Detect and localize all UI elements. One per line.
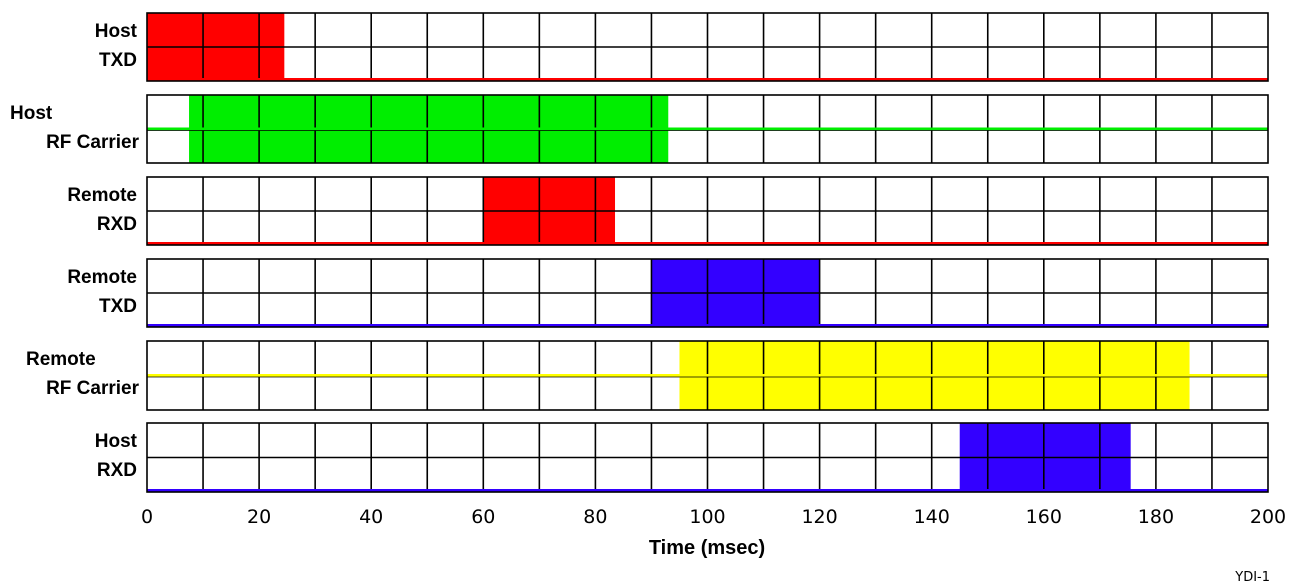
track-border <box>146 422 1269 493</box>
track-label-line: Host <box>95 431 138 452</box>
x-tick-label: 0 <box>141 506 153 528</box>
x-tick-label: 180 <box>1138 506 1174 528</box>
x-tick-label: 160 <box>1026 506 1062 528</box>
track-remote-txd: Remote TXD <box>67 258 1269 328</box>
x-tick-label: 80 <box>583 506 607 528</box>
track-label-line: RF Carrier <box>46 378 140 399</box>
x-tick-label: 40 <box>359 506 383 528</box>
track-label-line: Remote <box>26 349 96 370</box>
track-label-line: Remote <box>67 185 137 206</box>
x-axis-label: Time (msec) <box>649 537 765 559</box>
track-host-rf-carrier: Host RF Carrier <box>10 94 1269 164</box>
track-host-rxd: Host RXD <box>95 422 1269 493</box>
track-label-line: RXD <box>97 214 137 235</box>
track-border <box>146 12 1269 82</box>
x-tick-label: 140 <box>914 506 950 528</box>
track-label-line: Host <box>10 103 53 124</box>
figure-id: YDI-1 <box>1234 570 1270 585</box>
x-axis: 0 20 40 60 80 100 120 140 160 180 200 <box>141 506 1286 528</box>
track-label-line: RXD <box>97 460 137 481</box>
track-remote-rf-carrier: Remote RF Carrier <box>26 340 1269 411</box>
track-label-line: TXD <box>99 296 137 317</box>
track-label-line: TXD <box>99 50 137 71</box>
track-label-line: Remote <box>67 267 137 288</box>
x-tick-label: 100 <box>689 506 725 528</box>
track-border <box>146 176 1269 246</box>
track-label-line: Host <box>95 21 138 42</box>
track-remote-rxd: Remote RXD <box>67 176 1269 246</box>
track-label-line: RF Carrier <box>46 132 140 153</box>
x-tick-label: 120 <box>801 506 837 528</box>
x-tick-label: 200 <box>1250 506 1286 528</box>
track-border <box>146 94 1269 164</box>
track-host-txd: Host TXD <box>95 12 1269 82</box>
track-border <box>146 258 1269 328</box>
x-tick-label: 60 <box>471 506 495 528</box>
x-tick-label: 20 <box>247 506 271 528</box>
track-border <box>146 340 1269 411</box>
